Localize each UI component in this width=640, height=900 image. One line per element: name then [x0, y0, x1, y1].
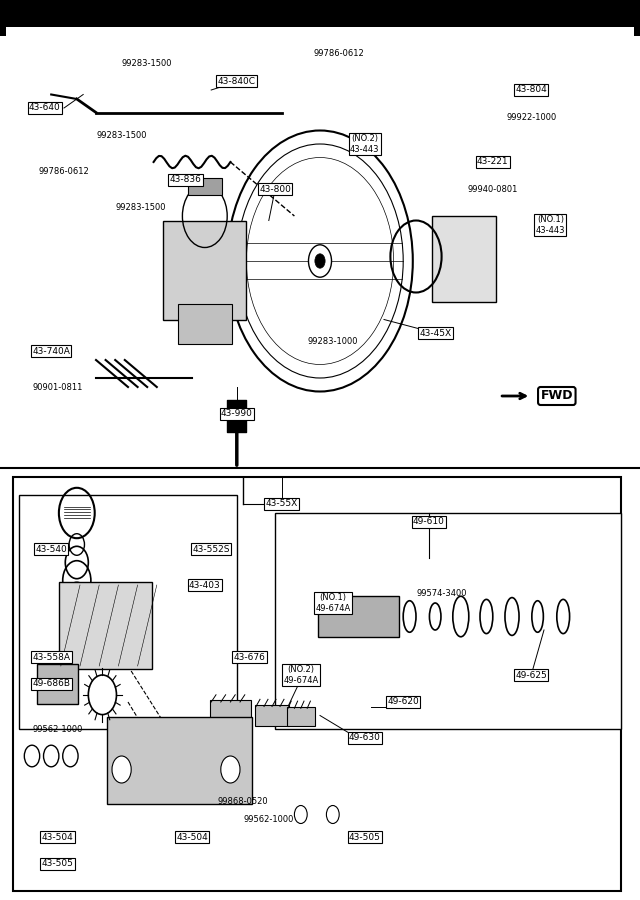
Text: 43-505: 43-505	[349, 832, 381, 842]
Text: 99922-1000: 99922-1000	[506, 112, 556, 122]
FancyBboxPatch shape	[19, 495, 237, 729]
Text: 49-610: 49-610	[413, 518, 445, 526]
Text: 99283-1500: 99283-1500	[122, 58, 172, 68]
Text: 99283-1000: 99283-1000	[308, 338, 358, 346]
Text: 43-45X: 43-45X	[419, 328, 451, 338]
Circle shape	[112, 756, 131, 783]
FancyBboxPatch shape	[188, 178, 222, 195]
Text: 43-540: 43-540	[35, 544, 67, 554]
FancyBboxPatch shape	[287, 706, 315, 726]
Text: 99562-1000: 99562-1000	[244, 814, 294, 824]
Text: 43-55X: 43-55X	[266, 500, 298, 508]
Text: 43-804: 43-804	[515, 86, 547, 94]
Text: 43-640: 43-640	[29, 104, 61, 112]
Text: 99786-0612: 99786-0612	[38, 166, 90, 176]
FancyBboxPatch shape	[0, 0, 640, 36]
Text: 43-676: 43-676	[234, 652, 266, 662]
Text: 43-836: 43-836	[170, 176, 202, 184]
Text: (NO.1)
49-674A: (NO.1) 49-674A	[315, 593, 351, 613]
Text: 43-505: 43-505	[42, 860, 74, 868]
Text: 99868-0520: 99868-0520	[218, 796, 269, 806]
Circle shape	[315, 254, 325, 268]
Text: 49-625: 49-625	[515, 670, 547, 680]
Text: 99562-1000: 99562-1000	[33, 724, 83, 733]
Text: 90901-0811: 90901-0811	[33, 382, 83, 392]
Text: 99283-1500: 99283-1500	[116, 202, 166, 211]
Text: 99283-1500: 99283-1500	[97, 130, 147, 140]
Circle shape	[221, 756, 240, 783]
Text: 43-504: 43-504	[176, 832, 208, 842]
Text: 43-504: 43-504	[42, 832, 74, 842]
Text: 99940-0801: 99940-0801	[468, 184, 518, 194]
FancyBboxPatch shape	[210, 700, 251, 726]
Text: 43-403: 43-403	[189, 580, 221, 590]
FancyBboxPatch shape	[6, 27, 634, 468]
Text: 43-552S: 43-552S	[193, 544, 230, 554]
Text: 49-686B: 49-686B	[32, 680, 70, 688]
FancyBboxPatch shape	[275, 513, 621, 729]
Text: 99574-3400: 99574-3400	[417, 590, 467, 598]
Text: FWD: FWD	[541, 390, 573, 402]
FancyBboxPatch shape	[37, 664, 78, 704]
Circle shape	[308, 245, 332, 277]
Text: 99786-0612: 99786-0612	[314, 50, 365, 58]
FancyBboxPatch shape	[13, 477, 621, 891]
Text: 43-990: 43-990	[221, 410, 253, 418]
Text: 49-630: 49-630	[349, 734, 381, 742]
Text: (NO.1)
43-443: (NO.1) 43-443	[536, 215, 565, 235]
Text: 43-221: 43-221	[477, 158, 509, 166]
FancyBboxPatch shape	[255, 705, 289, 726]
Text: (NO.2)
43-443: (NO.2) 43-443	[350, 134, 380, 154]
Text: 43-840C: 43-840C	[218, 76, 256, 86]
Text: 43-800: 43-800	[259, 184, 291, 194]
FancyBboxPatch shape	[59, 582, 152, 669]
FancyBboxPatch shape	[163, 220, 246, 320]
FancyBboxPatch shape	[107, 717, 252, 804]
FancyBboxPatch shape	[318, 596, 399, 637]
Text: 43-740A: 43-740A	[32, 346, 70, 356]
Text: 43-558A: 43-558A	[32, 652, 70, 662]
Text: (NO.2)
49-674A: (NO.2) 49-674A	[283, 665, 319, 685]
Text: 49-620: 49-620	[387, 698, 419, 706]
FancyBboxPatch shape	[432, 216, 496, 302]
FancyBboxPatch shape	[178, 304, 232, 344]
